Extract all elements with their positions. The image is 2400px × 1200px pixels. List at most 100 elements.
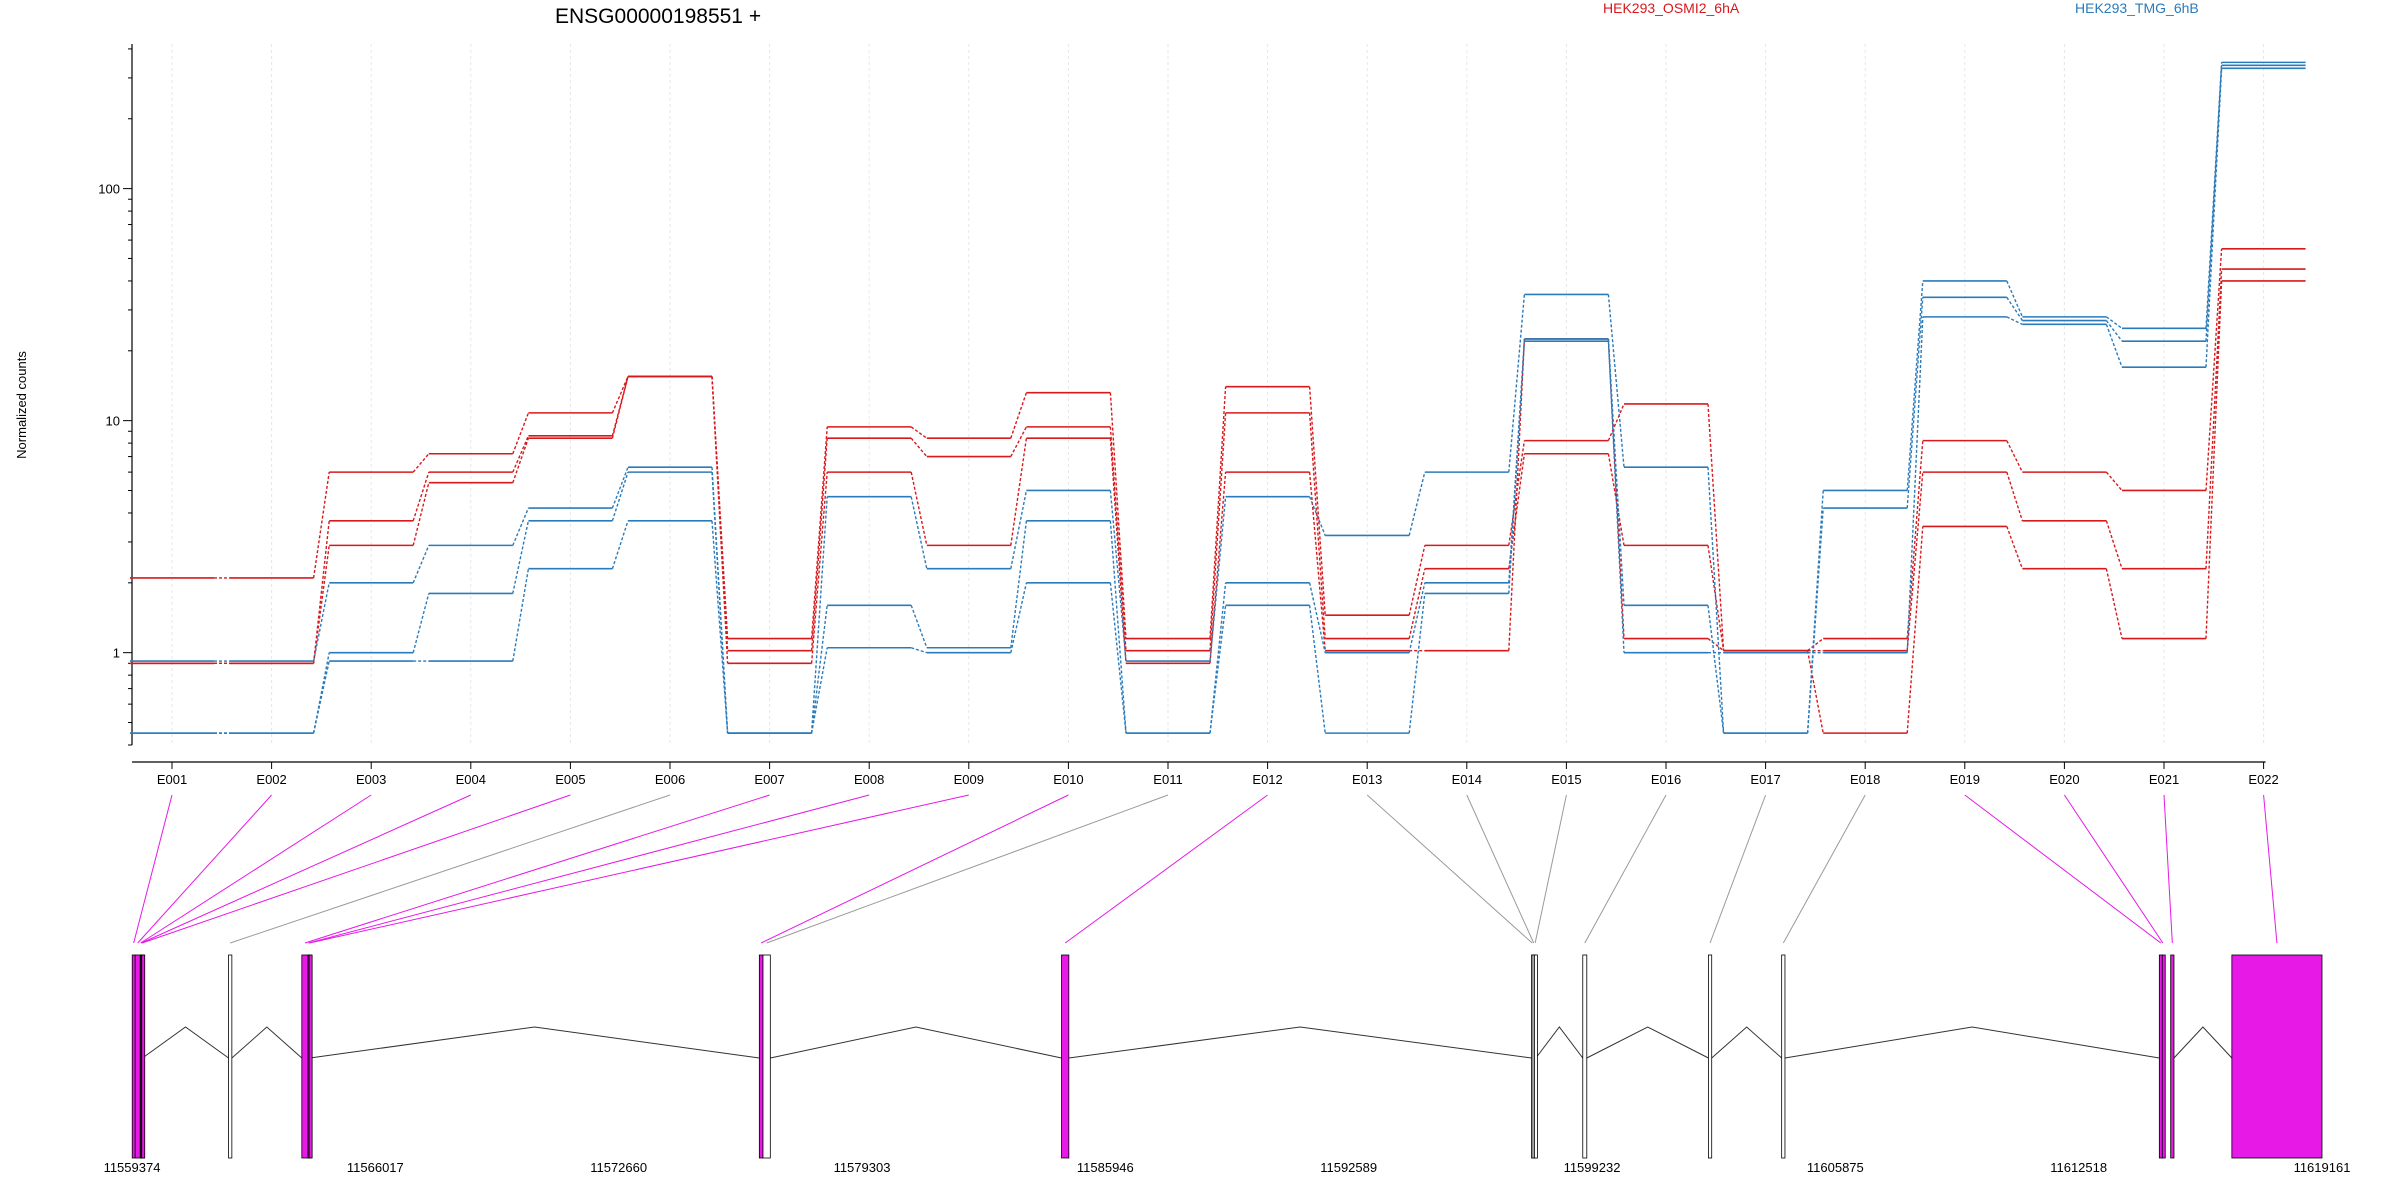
- series-connector: [1707, 403, 1725, 651]
- series-connector: [412, 545, 430, 584]
- y-tick-label: 1: [113, 646, 120, 661]
- exon-block: [1582, 954, 1588, 1159]
- x-tick-label: E007: [754, 772, 784, 787]
- series-connector: [2006, 471, 2024, 522]
- series-lines: [130, 61, 2306, 734]
- exon-block: [762, 954, 771, 1159]
- x-tick-label: E009: [954, 772, 984, 787]
- x-tick-label: E001: [157, 772, 187, 787]
- series-connector: [1607, 341, 1625, 653]
- x-tick-label: E013: [1352, 772, 1382, 787]
- intron-line: [231, 1026, 303, 1059]
- series-connector: [611, 466, 629, 509]
- series-connector: [910, 437, 928, 458]
- gridlines: [171, 44, 2265, 745]
- series-connector: [1010, 392, 1028, 439]
- exon-connector: [1534, 794, 1567, 944]
- series-connector: [1408, 582, 1426, 653]
- x-tick-label: E017: [1750, 772, 1780, 787]
- series-connector: [512, 437, 530, 483]
- exon-block: [2161, 954, 2166, 1159]
- series-connector: [412, 593, 430, 653]
- x-tick-label: E021: [2149, 772, 2179, 787]
- series-connector: [1607, 403, 1625, 441]
- intron-line: [142, 1026, 229, 1059]
- x-tick-label: E006: [655, 772, 685, 787]
- y-tick-label: 100: [98, 182, 120, 197]
- series-connector: [512, 568, 530, 662]
- x-tick-label: E014: [1452, 772, 1482, 787]
- series-connector: [810, 472, 828, 664]
- series-connector: [2105, 320, 2123, 342]
- exon-block: [1781, 954, 1786, 1159]
- series-connector: [2105, 471, 2123, 491]
- exon-connector: [1584, 794, 1667, 944]
- series-connector: [1308, 582, 1326, 653]
- exon-block: [758, 954, 764, 1159]
- series-connector: [2105, 520, 2123, 569]
- exon-connector: [140, 794, 372, 944]
- series-connector: [412, 453, 430, 473]
- series-line: [130, 280, 2306, 734]
- series-connector: [512, 520, 530, 594]
- series-connector: [2105, 568, 2123, 639]
- series-connector: [512, 435, 530, 473]
- intron-line: [1068, 1026, 1532, 1059]
- series-connector: [2006, 316, 2023, 325]
- exon-connector: [137, 794, 272, 944]
- intron-line: [1586, 1026, 1709, 1059]
- series-connector: [711, 520, 729, 734]
- exon-connector: [766, 794, 1169, 944]
- exon-connector: [2063, 794, 2164, 944]
- genomic-coordinate-label: 11566017: [347, 1160, 404, 1175]
- intron-line: [1535, 1026, 1584, 1059]
- genomic-coordinate-label: 11579303: [834, 1160, 891, 1175]
- series-connector: [312, 652, 330, 734]
- series-connector: [1806, 650, 1824, 734]
- exon-block: [308, 954, 313, 1159]
- exon-block: [1534, 954, 1538, 1159]
- exon-connector: [1782, 794, 1866, 944]
- series-connector: [1109, 490, 1127, 662]
- series-line: [130, 268, 2306, 665]
- series-connector: [2006, 296, 2023, 321]
- exon-block: [134, 954, 141, 1159]
- exon-connector: [309, 794, 969, 944]
- series-connector: [2205, 269, 2223, 569]
- axes: 1 10 100 E001 E002 E003 E004 E005 E006 E007 E008 E0…: [98, 44, 2279, 787]
- series-connector: [1807, 638, 1824, 652]
- legend-entry-osmi2: HEK293_OSMI2_6hA: [1603, 0, 1740, 16]
- series-connector: [1010, 426, 1028, 457]
- series-connector: [1906, 297, 1924, 509]
- genomic-coordinate-label: 11599232: [1564, 1160, 1621, 1175]
- exon-connector: [1964, 794, 2162, 944]
- series-connector: [1408, 593, 1426, 734]
- x-tick-label: E016: [1651, 772, 1681, 787]
- series-connector: [1408, 568, 1426, 639]
- series-connector: [1109, 520, 1127, 734]
- x-tick-label: E004: [456, 772, 486, 787]
- series-connector: [810, 605, 828, 734]
- series-connector: [1109, 582, 1127, 734]
- x-tick-label: E012: [1252, 772, 1282, 787]
- chart-title: ENSG00000198551 +: [555, 5, 761, 28]
- series-connector: [1408, 471, 1426, 536]
- exon-connector: [760, 794, 1069, 944]
- x-tick-label: E002: [256, 772, 286, 787]
- series-connector: [910, 471, 928, 546]
- exon-connector: [133, 794, 173, 944]
- genomic-coordinate-label: 11592589: [1320, 1160, 1377, 1175]
- series-line: [130, 248, 2306, 652]
- x-tick-label: E022: [2248, 772, 2278, 787]
- intron-line: [309, 1026, 760, 1059]
- x-tick-label: E018: [1850, 772, 1880, 787]
- x-tick-label: E011: [1153, 772, 1182, 787]
- series-connector: [312, 582, 330, 662]
- series-connector: [1408, 545, 1426, 616]
- exon-block: [1061, 954, 1070, 1159]
- series-connector: [910, 426, 928, 439]
- series-connector: [1010, 520, 1028, 648]
- exon-connector: [308, 794, 870, 944]
- series-connector: [810, 647, 828, 734]
- series-connector: [810, 496, 828, 734]
